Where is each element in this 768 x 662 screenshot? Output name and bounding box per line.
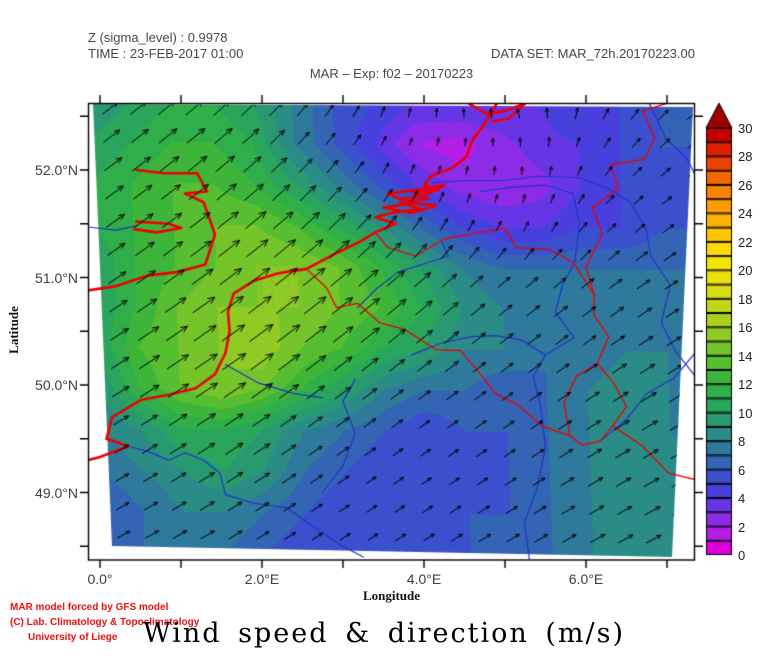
colorbar-tick-label: 2: [738, 519, 746, 535]
x-tick-label: 0.0°: [87, 571, 113, 587]
credits-block: MAR model forced by GFS model (C) Lab. C…: [10, 600, 199, 645]
colorbar-tick-label: 6: [738, 462, 746, 478]
x-axis-label: Longitude: [362, 588, 421, 603]
plot-title: Wind speed & direction (m/s): [142, 618, 625, 649]
time-text: TIME : 23-FEB-2017 01:00: [88, 46, 244, 61]
y-tick-label: 49.0°N: [35, 484, 78, 501]
x-tick-label: 6.0°E: [568, 571, 604, 587]
colorbar-tick-label: 14: [738, 348, 753, 364]
x-tick-label: 4.0°E: [406, 571, 442, 587]
credits-line-2: (C) Lab. Climatology & Topoclimatology: [10, 617, 200, 628]
colorbar-tick-label: 0: [738, 548, 746, 563]
y-axis-label: Latitude: [6, 306, 21, 354]
colorbar-tick-label: 8: [738, 434, 746, 450]
colorbar-tick-label: 30: [738, 121, 753, 136]
colorbar-tick-label: 4: [738, 491, 746, 507]
colorbar-tick-label: 20: [738, 263, 753, 279]
colorbar-tick-label: 22: [738, 234, 753, 250]
x-tick-label: 2.0°E: [244, 571, 280, 587]
colorbar-tick-label: 18: [738, 291, 753, 307]
credits-line-1: MAR model forced by GFS model: [10, 602, 169, 613]
experiment-text: MAR – Exp: f02 – 20170223: [309, 66, 474, 81]
colorbar-tick-label: 10: [738, 405, 753, 421]
credits-line-3: University of Liege: [28, 632, 118, 643]
colorbar-tick-label: 12: [738, 377, 753, 393]
sigma-level-text: Z (sigma_level) : 0.9978: [88, 30, 228, 45]
y-tick-label: 50.0°N: [35, 377, 78, 393]
colorbar-tick-label: 16: [738, 320, 753, 336]
dataset-text: DATA SET: MAR_72h.20170223.00: [490, 46, 695, 61]
y-tick-label: 52.0°N: [35, 162, 78, 178]
y-tick-label: 51.0°N: [35, 269, 78, 286]
colorbar-tick-label: 24: [738, 206, 753, 222]
colorbar-tick-label: 26: [738, 177, 753, 193]
colorbar-tick-label: 28: [738, 149, 753, 165]
